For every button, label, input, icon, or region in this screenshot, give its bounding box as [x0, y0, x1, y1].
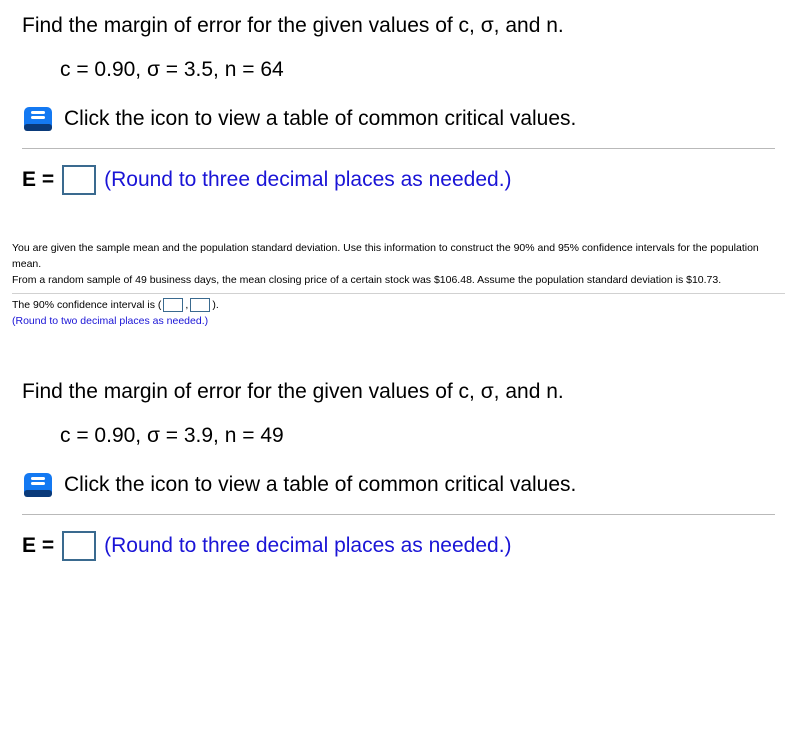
q3-given: c = 0.90, σ = 3.9, n = 49 — [60, 424, 775, 448]
book-icon[interactable] — [22, 104, 54, 134]
spacer — [0, 342, 797, 366]
q1-icon-row: Click the icon to view a table of common… — [22, 104, 775, 134]
q1-answer-row: E = (Round to three decimal places as ne… — [22, 165, 775, 195]
q2-comma: , — [185, 298, 188, 314]
q2-ci-pre: The 90% confidence interval is ( — [12, 298, 161, 314]
divider — [12, 293, 785, 294]
q3-icon-text[interactable]: Click the icon to view a table of common… — [64, 473, 576, 497]
q2-ci-post: ). — [212, 298, 218, 314]
question-1: Find the margin of error for the given v… — [0, 0, 797, 213]
divider — [22, 514, 775, 515]
q2-hint: (Round to two decimal places as needed.) — [12, 314, 785, 330]
q3-icon-row: Click the icon to view a table of common… — [22, 470, 775, 500]
q3-hint: (Round to three decimal places as needed… — [104, 534, 511, 558]
book-icon[interactable] — [22, 470, 54, 500]
q3-prompt: Find the margin of error for the given v… — [22, 378, 775, 406]
q1-prompt: Find the margin of error for the given v… — [22, 12, 775, 40]
q3-answer-row: E = (Round to three decimal places as ne… — [22, 531, 775, 561]
q1-given: c = 0.90, σ = 3.5, n = 64 — [60, 58, 775, 82]
q2-ci-row: The 90% confidence interval is ( , ). — [12, 298, 785, 314]
q1-e-label: E = — [22, 168, 54, 192]
q3-answer-input[interactable] — [62, 531, 96, 561]
q2-lower-input[interactable] — [163, 298, 183, 312]
q1-icon-text[interactable]: Click the icon to view a table of common… — [64, 107, 576, 131]
q2-upper-input[interactable] — [190, 298, 210, 312]
q3-e-label: E = — [22, 534, 54, 558]
q2-line2: From a random sample of 49 business days… — [12, 273, 785, 289]
question-3: Find the margin of error for the given v… — [0, 366, 797, 579]
question-2: You are given the sample mean and the po… — [0, 213, 797, 342]
q1-hint: (Round to three decimal places as needed… — [104, 168, 511, 192]
q2-line1: You are given the sample mean and the po… — [12, 241, 785, 273]
divider — [22, 148, 775, 149]
q1-answer-input[interactable] — [62, 165, 96, 195]
